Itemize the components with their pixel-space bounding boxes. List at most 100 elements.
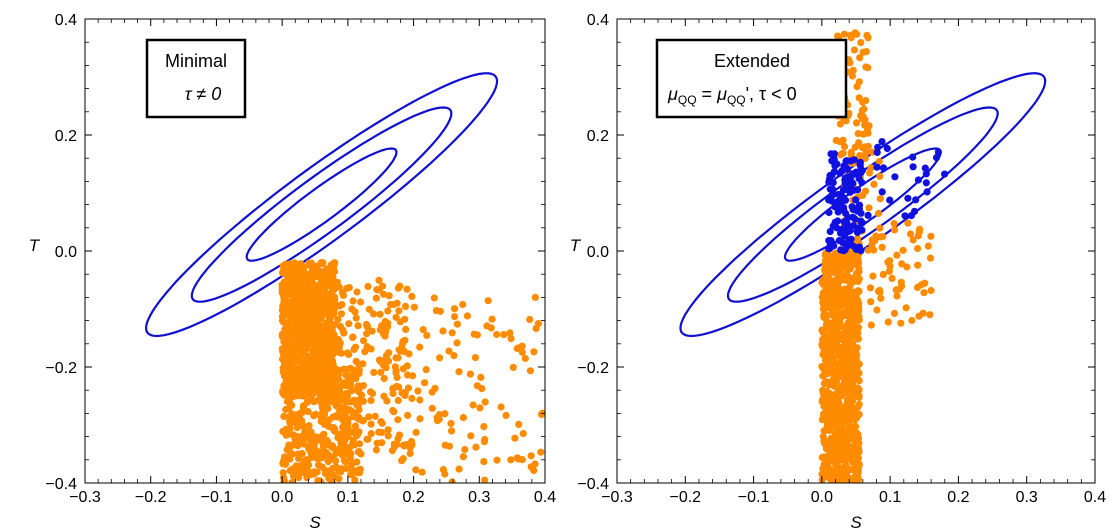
orange-point — [380, 290, 388, 298]
orange-point — [379, 361, 387, 369]
orange-point — [848, 351, 857, 359]
orange-point — [893, 292, 901, 300]
orange-point — [292, 462, 300, 470]
x-tick-label: 0.2 — [947, 489, 969, 506]
orange-point — [295, 412, 304, 420]
orange-point — [855, 94, 863, 102]
orange-point — [822, 335, 830, 343]
orange-point — [298, 308, 306, 316]
orange-point — [333, 373, 341, 381]
orange-point — [863, 126, 872, 134]
orange-point — [927, 286, 935, 295]
x-axis-label: S — [309, 513, 321, 532]
orange-point — [408, 394, 416, 403]
orange-point — [927, 232, 935, 240]
orange-point — [902, 304, 910, 312]
orange-point — [300, 374, 308, 382]
orange-point — [854, 473, 862, 481]
axis-ticks: −0.3 −0.2 −0.1 0.0 0.1 0.2 0.3 0.4 −0.4 −0.2 0.0 0.… — [45, 12, 556, 506]
blue-point — [837, 246, 845, 254]
orange-point — [830, 281, 838, 289]
orange-point — [467, 432, 475, 440]
orange-point — [372, 294, 380, 302]
orange-point — [327, 303, 335, 311]
orange-point — [399, 441, 408, 449]
blue-point — [840, 204, 848, 212]
orange-point — [350, 345, 358, 353]
orange-point — [854, 130, 862, 138]
orange-point — [283, 446, 291, 454]
orange-point — [466, 370, 474, 378]
orange-point — [416, 396, 424, 404]
blue-point — [835, 190, 843, 199]
orange-point — [926, 254, 935, 262]
legend-title: Extended — [714, 51, 790, 71]
orange-point — [289, 299, 297, 307]
orange-point — [451, 313, 459, 321]
blue-point — [849, 222, 858, 230]
orange-point — [406, 449, 414, 458]
orange-point — [310, 440, 319, 448]
orange-point — [820, 349, 828, 357]
orange-point — [297, 359, 305, 367]
contour-2sigma — [190, 106, 453, 303]
orange-point — [378, 428, 386, 437]
blue-point — [921, 164, 929, 172]
legend-condition: τ ≠ 0 — [185, 84, 222, 104]
orange-point — [879, 270, 887, 279]
orange-point — [509, 363, 517, 371]
orange-point — [412, 428, 420, 436]
orange-point — [282, 356, 290, 364]
blue-point — [826, 171, 834, 180]
orange-point — [367, 396, 375, 405]
orange-point — [385, 349, 393, 357]
orange-point — [354, 448, 362, 456]
orange-point — [471, 354, 479, 362]
blue-point — [829, 185, 837, 193]
legend-mu: μ — [716, 84, 727, 104]
orange-point — [349, 297, 357, 305]
orange-point — [852, 269, 861, 278]
orange-point — [916, 225, 924, 233]
orange-point — [363, 343, 371, 351]
contour-group — [144, 72, 499, 338]
orange-point — [347, 471, 355, 479]
orange-point — [392, 313, 400, 321]
orange-point — [476, 404, 484, 412]
orange-point — [335, 366, 343, 374]
orange-point — [302, 326, 310, 334]
orange-point — [864, 142, 872, 150]
orange-point — [403, 362, 411, 370]
orange-point — [481, 435, 489, 444]
orange-point — [521, 354, 529, 363]
orange-point — [836, 120, 845, 128]
orange-point — [829, 381, 838, 389]
orange-point — [412, 466, 420, 474]
orange-point — [897, 319, 905, 327]
orange-point — [311, 448, 319, 456]
y-tick-label: 0.4 — [587, 12, 609, 29]
orange-point — [870, 180, 878, 188]
orange-point — [827, 261, 835, 270]
orange-point — [441, 410, 449, 418]
orange-point — [280, 347, 288, 356]
orange-point — [340, 329, 348, 337]
orange-point — [305, 354, 313, 362]
orange-point — [368, 327, 376, 335]
orange-point — [345, 350, 353, 358]
orange-point — [336, 322, 344, 331]
orange-point — [493, 456, 501, 464]
orange-point — [396, 431, 404, 439]
orange-point — [310, 271, 318, 280]
orange-point — [862, 97, 870, 105]
orange-point — [320, 382, 328, 390]
orange-point — [312, 410, 320, 418]
orange-point — [506, 329, 514, 337]
orange-point — [844, 372, 853, 380]
orange-point — [320, 289, 328, 298]
orange-point — [317, 274, 325, 283]
axis-ticks: −0.3 −0.2 −0.1 0.0 0.1 0.2 0.3 0.4 −0.4 −0.2 0.0 0.… — [577, 12, 1106, 506]
x-tick-label: 0.2 — [402, 489, 424, 506]
orange-point — [291, 439, 299, 447]
orange-point — [430, 294, 438, 302]
